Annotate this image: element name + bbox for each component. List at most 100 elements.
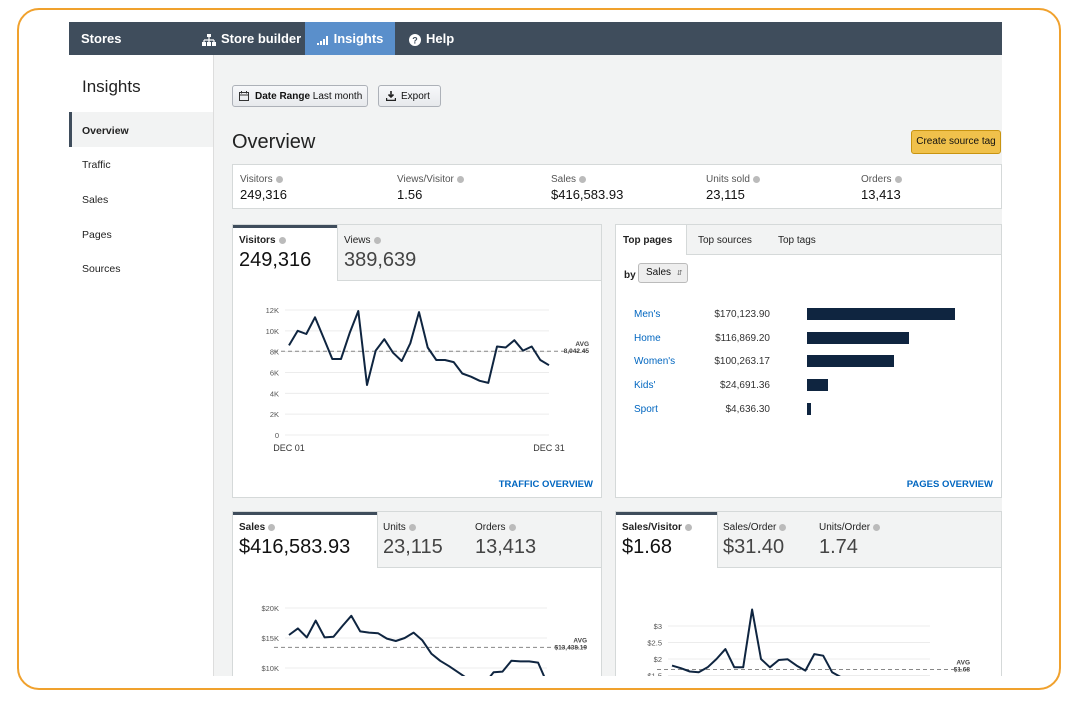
tab-top-pages[interactable]: Top pages bbox=[616, 225, 686, 255]
tab-sales-per-visitor[interactable]: Sales/Visitor $1.68 bbox=[616, 512, 717, 568]
download-icon bbox=[385, 91, 397, 102]
tab-top-pages-label: Top pages bbox=[623, 235, 673, 246]
tab-sales-per-order-label[interactable]: Sales/Order bbox=[723, 522, 787, 533]
page-row-value: $24,691.36 bbox=[719, 380, 770, 391]
tab-bar-bg bbox=[686, 225, 1001, 255]
tab-orders-label[interactable]: Orders bbox=[475, 522, 516, 533]
page-row-value: $100,263.17 bbox=[714, 356, 770, 367]
export-button[interactable]: Export bbox=[378, 85, 441, 107]
info-icon[interactable] bbox=[373, 236, 381, 244]
avg-label: AVG bbox=[573, 637, 587, 644]
page-row-name[interactable]: Men's bbox=[634, 309, 661, 320]
tab-top-sources[interactable]: Top sources bbox=[698, 235, 752, 246]
nav-store-builder[interactable]: Store builder bbox=[202, 22, 313, 55]
summary-units-value: 23,115 bbox=[706, 187, 745, 202]
svg-text:?: ? bbox=[412, 35, 418, 45]
page-row-value: $116,869.20 bbox=[715, 333, 770, 344]
page-row-name[interactable]: Kids' bbox=[634, 380, 656, 391]
avg-label: AVG bbox=[575, 341, 589, 348]
tab-views-label-text: Views bbox=[344, 235, 371, 246]
nav-help[interactable]: ? Help bbox=[409, 22, 454, 55]
tab-units-per-order-label-text: Units/Order bbox=[819, 522, 871, 533]
page-row-name[interactable]: Home bbox=[634, 333, 661, 344]
tab-views-value: 389,639 bbox=[344, 249, 417, 271]
tab-units-label[interactable]: Units bbox=[383, 522, 416, 533]
y-tick-label: 4K bbox=[270, 389, 279, 398]
info-icon[interactable] bbox=[894, 175, 902, 183]
info-icon[interactable] bbox=[873, 523, 881, 531]
info-icon[interactable] bbox=[752, 175, 760, 183]
info-icon[interactable] bbox=[779, 523, 787, 531]
tab-orders-label-text: Orders bbox=[475, 522, 506, 533]
tab-visitors-label: Visitors bbox=[239, 235, 286, 246]
summary-orders-label: Orders bbox=[861, 174, 902, 185]
info-icon[interactable] bbox=[508, 523, 516, 531]
screenshot-frame: Stores Store builder Insights ? Help Insi… bbox=[17, 8, 1061, 690]
info-icon[interactable] bbox=[456, 175, 464, 183]
tab-sales[interactable]: Sales $416,583.93 bbox=[233, 512, 377, 568]
info-icon[interactable] bbox=[278, 236, 286, 244]
sidebar-item-sales[interactable]: Sales bbox=[82, 194, 109, 206]
tab-units-per-order-value[interactable]: 1.74 bbox=[819, 536, 858, 558]
nav-insights[interactable]: Insights bbox=[305, 22, 395, 55]
traffic-overview-link[interactable]: TRAFFIC OVERVIEW bbox=[498, 479, 593, 490]
sidebar-title: Insights bbox=[82, 77, 141, 96]
ratio-panel: Sales/Visitor $1.68 Sales/Order $31.40 U… bbox=[615, 511, 1002, 676]
summary-views-visitor-value: 1.56 bbox=[397, 187, 423, 202]
nav-stores[interactable]: Stores bbox=[81, 31, 122, 46]
y-tick-label: $2 bbox=[654, 655, 662, 664]
y-tick-label: $2.5 bbox=[647, 639, 662, 648]
y-tick-label: 2K bbox=[270, 410, 279, 419]
sitemap-icon bbox=[202, 33, 216, 46]
tab-orders-value[interactable]: 13,413 bbox=[475, 536, 537, 558]
sidebar-item-overview[interactable]: Overview bbox=[82, 125, 129, 137]
page-row-bar bbox=[807, 355, 894, 367]
nav-help-label: Help bbox=[426, 31, 455, 46]
y-tick-label: 8K bbox=[270, 348, 279, 357]
summary-panel: Visitors 249,316 Views/Visitor 1.56 Sale… bbox=[232, 164, 1002, 209]
page-row-bar bbox=[807, 403, 811, 415]
y-tick-label: $15K bbox=[261, 634, 279, 643]
tab-top-tags[interactable]: Top tags bbox=[778, 235, 816, 246]
y-tick-label: 10K bbox=[266, 327, 279, 336]
page-row-bar bbox=[807, 308, 955, 320]
pages-overview-link[interactable]: PAGES OVERVIEW bbox=[906, 479, 993, 490]
date-range-button[interactable]: Date Range Last month bbox=[232, 85, 368, 107]
page-row-name[interactable]: Sport bbox=[634, 404, 658, 415]
tab-sales-per-order-value[interactable]: $31.40 bbox=[723, 536, 785, 558]
sort-by-select[interactable]: Sales ⇵ bbox=[638, 263, 688, 283]
y-tick-label: $10K bbox=[261, 664, 279, 673]
y-tick-label: $1.5 bbox=[647, 672, 662, 677]
sidebar-item-pages[interactable]: Pages bbox=[82, 229, 112, 241]
sales-panel: Sales $416,583.93 Units 23,115 Orders 13… bbox=[232, 511, 602, 676]
traffic-panel: Visitors 249,316 Views 389,639 0 2K 4K 6K 8K… bbox=[232, 224, 602, 498]
summary-visitors-label: Visitors bbox=[240, 174, 283, 185]
tab-units-per-order-label[interactable]: Units/Order bbox=[819, 522, 881, 533]
tab-sales-per-order-label-text: Sales/Order bbox=[723, 522, 777, 533]
avg-value: $1.68 bbox=[954, 667, 971, 674]
tab-sales-per-visitor-value: $1.68 bbox=[622, 536, 673, 558]
summary-views-visitor-label: Views/Visitor bbox=[397, 174, 464, 185]
tab-visitors[interactable]: Visitors 249,316 bbox=[233, 225, 337, 281]
summary-sales-value: $416,583.93 bbox=[551, 187, 624, 202]
tab-ratio-bg bbox=[717, 512, 1001, 568]
create-source-tag-button[interactable]: Create source tag bbox=[911, 130, 1001, 154]
info-icon[interactable] bbox=[579, 175, 587, 183]
info-icon[interactable] bbox=[684, 523, 692, 531]
info-icon[interactable] bbox=[275, 175, 283, 183]
avg-value: 8,042.45 bbox=[564, 348, 590, 355]
select-arrows-icon: ⇵ bbox=[676, 270, 683, 277]
y-tick-label: $3 bbox=[654, 622, 662, 631]
sidebar-item-traffic[interactable]: Traffic bbox=[82, 159, 111, 171]
tab-units-value[interactable]: 23,115 bbox=[383, 536, 443, 558]
pages-panel: Top pages Top sources Top tags by Sales … bbox=[615, 224, 1002, 498]
page-row-name[interactable]: Women's bbox=[634, 356, 676, 367]
info-icon[interactable] bbox=[408, 523, 416, 531]
summary-visitors-value: 249,316 bbox=[240, 187, 287, 202]
info-icon[interactable] bbox=[268, 523, 276, 531]
calendar-icon bbox=[239, 91, 249, 102]
sidebar-item-sources[interactable]: Sources bbox=[82, 263, 121, 275]
tab-views[interactable]: Views 389,639 bbox=[337, 225, 601, 281]
tab-sales-per-visitor-label: Sales/Visitor bbox=[622, 522, 692, 533]
